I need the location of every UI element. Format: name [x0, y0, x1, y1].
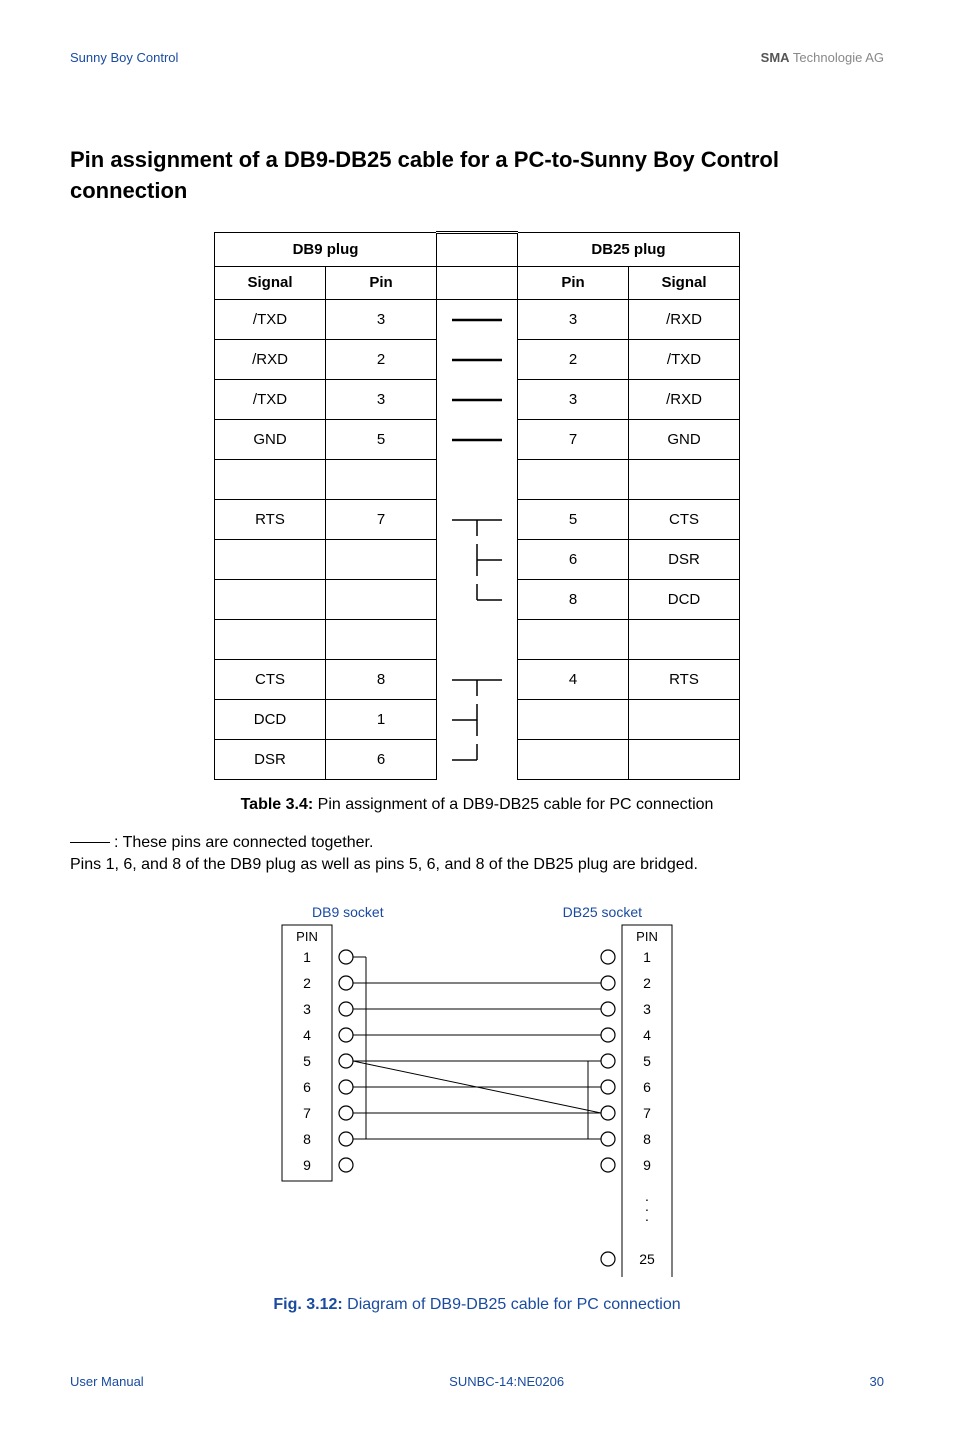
table-row: 8DCD: [215, 580, 740, 620]
col-signal-right: Signal: [629, 266, 740, 299]
svg-text:2: 2: [303, 975, 311, 991]
table-row: GND57GND: [215, 420, 740, 460]
cable-diagram: DB9 socket DB25 socket PIN PIN 1 2 3 4 5 6 7 8 9 1 2 3 4…: [70, 897, 884, 1282]
svg-text:PIN: PIN: [636, 929, 658, 944]
svg-text:5: 5: [643, 1053, 651, 1069]
table-row: DSR6: [215, 740, 740, 780]
svg-text:DB25 socket: DB25 socket: [563, 904, 642, 920]
svg-text:7: 7: [303, 1105, 311, 1121]
header-left: Sunny Boy Control: [70, 50, 178, 65]
table-row: [215, 620, 740, 660]
table-row: /TXD33/RXD: [215, 299, 740, 340]
table-row: DCD1: [215, 700, 740, 740]
pin-assignment-table: DB9 plug DB25 plug Signal Pin Pin Signal…: [214, 231, 740, 781]
cable-diagram-svg: DB9 socket DB25 socket PIN PIN 1 2 3 4 5 6 7 8 9 1 2 3 4…: [237, 897, 717, 1277]
svg-text:4: 4: [303, 1027, 311, 1043]
svg-text:4: 4: [643, 1027, 651, 1043]
col-signal-left: Signal: [215, 266, 326, 299]
table-row: RTS75CTS: [215, 500, 740, 540]
svg-text:PIN: PIN: [296, 929, 318, 944]
table-row: CTS84RTS: [215, 660, 740, 700]
footer-right: 30: [870, 1374, 884, 1389]
svg-text:6: 6: [303, 1079, 311, 1095]
svg-text:6: 6: [643, 1079, 651, 1095]
svg-text:2: 2: [643, 975, 651, 991]
table-row: 6DSR: [215, 540, 740, 580]
db25-header: DB25 plug: [518, 232, 740, 266]
table-caption: Table 3.4: Pin assignment of a DB9-DB25 …: [70, 796, 884, 814]
svg-text:DB9 socket: DB9 socket: [312, 904, 384, 920]
header-right: SMA Technologie AG: [761, 50, 884, 65]
svg-text:.: .: [645, 1208, 649, 1224]
svg-text:9: 9: [303, 1157, 311, 1173]
table-row: /RXD22/TXD: [215, 340, 740, 380]
db9-header: DB9 plug: [215, 232, 437, 266]
line-icon: [70, 842, 110, 843]
figure-caption: Fig. 3.12: Diagram of DB9-DB25 cable for…: [70, 1296, 884, 1314]
svg-text:9: 9: [643, 1157, 651, 1173]
table-row: [215, 460, 740, 500]
pins-note: : These pins are connected together. Pin…: [70, 832, 884, 877]
page-header: Sunny Boy Control SMA Technologie AG: [70, 50, 884, 65]
svg-text:25: 25: [639, 1251, 655, 1267]
col-pin-left: Pin: [326, 266, 437, 299]
page-footer: User Manual SUNBC-14:NE0206 30: [70, 1374, 884, 1389]
col-pin-right: Pin: [518, 266, 629, 299]
svg-text:1: 1: [303, 949, 311, 965]
svg-text:3: 3: [303, 1001, 311, 1017]
footer-center: SUNBC-14:NE0206: [449, 1374, 564, 1389]
svg-text:7: 7: [643, 1105, 651, 1121]
footer-left: User Manual: [70, 1374, 144, 1389]
svg-text:8: 8: [303, 1131, 311, 1147]
svg-text:8: 8: [643, 1131, 651, 1147]
svg-text:3: 3: [643, 1001, 651, 1017]
table-row: /TXD33/RXD: [215, 380, 740, 420]
svg-text:1: 1: [643, 949, 651, 965]
section-title: Pin assignment of a DB9-DB25 cable for a…: [70, 145, 884, 207]
svg-text:5: 5: [303, 1053, 311, 1069]
